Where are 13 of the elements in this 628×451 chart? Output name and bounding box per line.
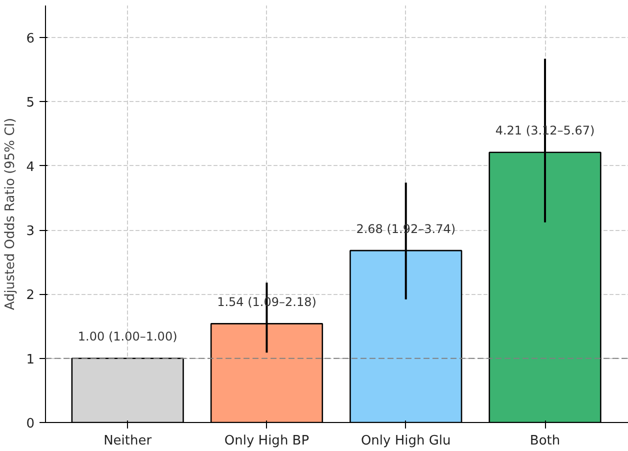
y-tick-label: 2 <box>26 288 35 304</box>
x-tick-label: Neither <box>104 434 152 448</box>
x-tick-label: Only High Glu <box>360 434 451 448</box>
y-tick-label: 3 <box>26 224 35 240</box>
y-tick-label: 6 <box>26 32 35 47</box>
x-tick-label: Both <box>530 434 560 448</box>
data-label: 1.00 (1.00–1.00) <box>78 330 178 344</box>
y-axis-title: Adjusted Odds Ratio (95% CI) <box>3 118 18 310</box>
y-tick-label: 5 <box>26 96 35 111</box>
y-tick-label: 1 <box>26 352 35 368</box>
x-tick-label: Only High BP <box>224 434 310 448</box>
y-tick-label: 0 <box>26 416 35 432</box>
y-tick-label: 4 <box>26 160 35 175</box>
